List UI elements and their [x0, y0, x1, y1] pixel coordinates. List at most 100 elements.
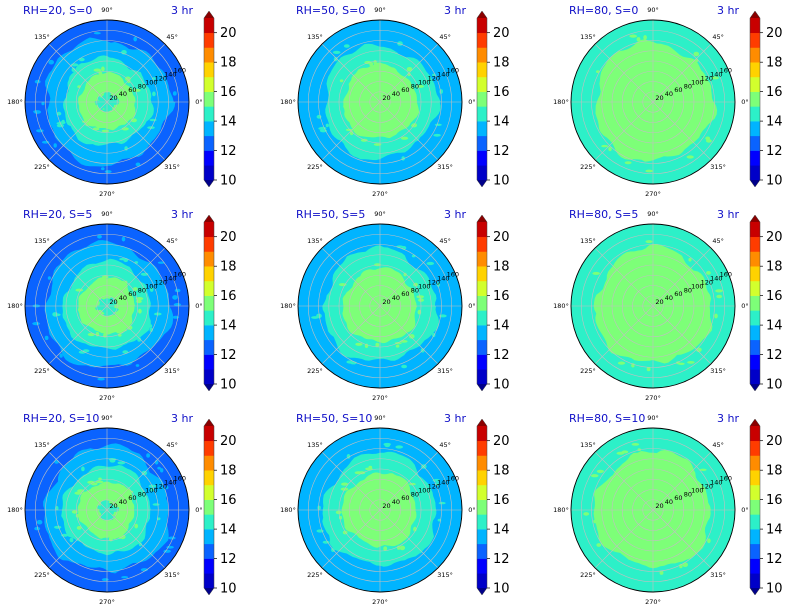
angle-tick-label: 135°	[580, 441, 596, 449]
contour-island	[168, 536, 176, 540]
radial-tick-label: 60	[674, 86, 682, 94]
radial-tick-label: 160	[447, 475, 459, 483]
contour-island	[395, 344, 400, 348]
contour-island	[52, 312, 58, 317]
colorbar-segment	[750, 121, 760, 137]
radial-tick-label: 120	[428, 483, 440, 491]
angular-grid-spoke	[321, 43, 381, 103]
radial-tick-label: 100	[691, 282, 703, 290]
colorbar-segment	[477, 339, 487, 355]
contour-island	[432, 332, 436, 338]
angle-tick-label: 0°	[195, 506, 202, 514]
contour-island	[117, 461, 126, 465]
contour-island	[135, 162, 141, 167]
radial-tick-label: 60	[128, 86, 136, 94]
colorbar-tick-label: 12	[766, 348, 783, 363]
polar-frame	[570, 223, 736, 389]
contour-island	[335, 510, 342, 515]
contour-island	[343, 44, 350, 48]
contour-island	[677, 362, 685, 365]
contour-island	[707, 538, 711, 544]
contour-island	[126, 490, 134, 493]
angle-tick-label: 45°	[712, 33, 724, 41]
contour-island	[608, 146, 612, 152]
colorbar: 10 12 14 16 18 20	[203, 214, 237, 393]
panel-title-right: 3 hr	[444, 412, 466, 425]
contour-island	[430, 328, 435, 332]
colorbar-segment	[204, 91, 214, 107]
radial-tick-label: 20	[655, 502, 663, 510]
colorbar-extend-bottom	[477, 384, 487, 391]
radial-tick-label: 40	[119, 498, 127, 506]
contour-island	[93, 68, 102, 72]
contour-island	[339, 79, 344, 83]
angle-tick-label: 45°	[166, 33, 178, 41]
colorbar-tick-label: 16	[766, 85, 783, 100]
polar-frame	[297, 223, 463, 389]
contour-island	[71, 510, 78, 514]
contour-island	[78, 350, 86, 354]
colorbar-tick-label: 18	[493, 260, 510, 275]
contour-island	[687, 361, 695, 364]
contour-island	[629, 34, 637, 38]
contour-island	[56, 124, 64, 128]
polar-frame	[570, 427, 736, 593]
angular-grid-spoke	[379, 101, 439, 161]
colorbar-segment	[204, 76, 214, 92]
angle-tick-label: 45°	[439, 33, 451, 41]
colorbar-tick-label: 12	[766, 144, 783, 159]
colorbar-segment	[750, 62, 760, 78]
radial-tick-label: 160	[720, 67, 732, 75]
radial-tick-label: 80	[684, 490, 692, 498]
colorbar-segment	[477, 455, 487, 471]
colorbar-tick-label: 12	[220, 348, 237, 363]
colorbar-segment	[750, 543, 760, 559]
radial-tick-label: 100	[145, 78, 157, 86]
panel-title-left: RH=50, S=0	[296, 4, 366, 17]
angle-tick-label: 135°	[34, 237, 50, 245]
contour-island	[349, 130, 354, 136]
colorbar-segment	[477, 295, 487, 311]
contour-island	[593, 519, 597, 524]
contour-island	[149, 487, 155, 492]
colorbar-segment	[750, 529, 760, 545]
colorbar-segment	[204, 106, 214, 122]
contour-island	[135, 364, 140, 367]
angular-grid-spoke	[106, 509, 166, 569]
angle-tick-label: 225°	[34, 367, 50, 375]
contour-island	[172, 91, 177, 96]
radial-tick-label: 120	[701, 75, 713, 83]
contour-island	[369, 61, 374, 67]
colorbar-segment	[750, 426, 760, 442]
contour-island	[76, 526, 82, 530]
contour-island	[92, 127, 100, 131]
angle-tick-label: 315°	[164, 571, 180, 579]
colorbar-segment	[477, 499, 487, 515]
colorbar-tick-label: 16	[220, 85, 237, 100]
contour-island	[47, 276, 52, 280]
radial-tick-label: 60	[674, 290, 682, 298]
colorbar-tick-label: 16	[493, 493, 510, 508]
colorbar-segment	[750, 266, 760, 282]
radial-tick-label: 140	[710, 479, 722, 487]
contour-island	[87, 332, 95, 337]
angle-tick-label: 225°	[34, 571, 50, 579]
radial-tick-label: 20	[109, 298, 117, 306]
angle-tick-label: 0°	[195, 98, 202, 106]
panel-9: RH=80, S=10 3 hr 0° 45° 90° 135° 180° 225° 270° 3…	[546, 408, 785, 612]
angle-tick-label: 225°	[580, 163, 596, 171]
contour-island	[101, 167, 105, 171]
radial-tick-label: 40	[119, 90, 127, 98]
radial-tick-label: 60	[401, 290, 409, 298]
angle-tick-label: 180°	[280, 302, 296, 310]
colorbar-segment	[750, 222, 760, 238]
angle-tick-label: 90°	[101, 6, 113, 14]
contour-island	[157, 466, 161, 470]
contour-island	[126, 325, 133, 330]
angular-grid-spoke	[321, 305, 381, 365]
angle-tick-label: 45°	[166, 237, 178, 245]
colorbar-tick-label: 20	[766, 434, 783, 449]
contour-level-15	[595, 39, 718, 162]
contour-island	[643, 35, 647, 40]
